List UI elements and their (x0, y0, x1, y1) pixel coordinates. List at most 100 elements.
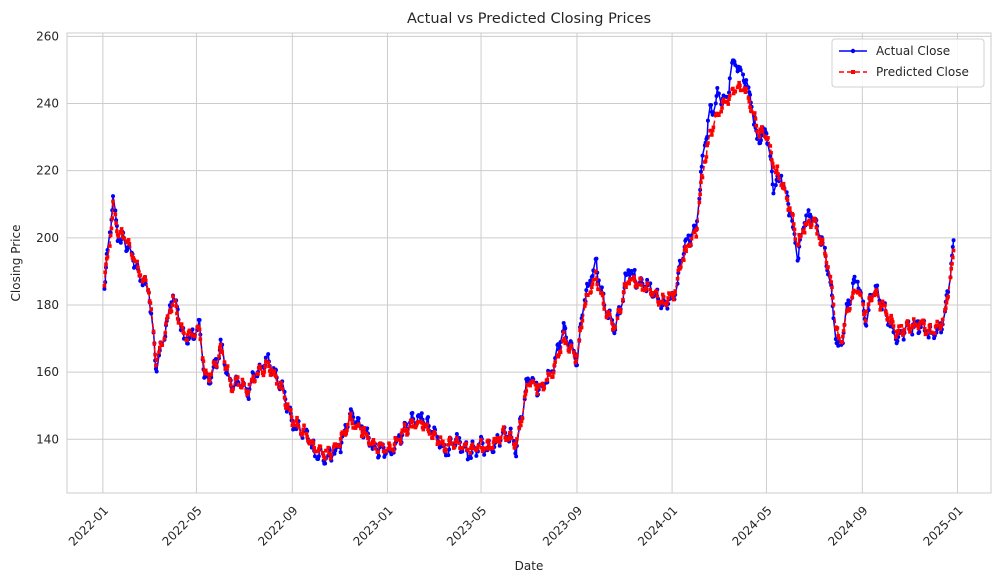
predicted-close-point (591, 277, 596, 282)
predicted-close-point (269, 367, 274, 371)
predicted-close-point (889, 313, 893, 318)
predicted-close-point (564, 340, 568, 345)
actual-close-point (659, 306, 664, 311)
predicted-close-point (787, 208, 791, 213)
predicted-close-point (788, 206, 792, 210)
predicted-close-point (798, 234, 803, 238)
predicted-close-point (902, 327, 907, 332)
predicted-close-point (490, 446, 495, 451)
predicted-close-point (164, 321, 168, 326)
predicted-close-point (897, 324, 901, 328)
predicted-close-point (171, 294, 175, 299)
predicted-close-point (583, 301, 588, 306)
actual-close-point (197, 317, 202, 322)
predicted-close-point (152, 342, 157, 346)
predicted-close-point (831, 302, 836, 307)
predicted-close-point (651, 290, 656, 295)
predicted-close-point (441, 439, 445, 444)
actual-close-point (771, 191, 776, 196)
actual-close-point (796, 256, 801, 261)
predicted-close-point (135, 259, 139, 264)
predicted-close-point (725, 99, 730, 104)
predicted-close-point (606, 309, 610, 314)
predicted-close-point (519, 423, 523, 428)
predicted-close-point (874, 288, 879, 292)
predicted-close-point (830, 296, 835, 300)
predicted-close-point (890, 317, 894, 322)
predicted-close-point (899, 324, 904, 328)
actual-close-point (741, 72, 746, 77)
predicted-close-point (891, 324, 896, 328)
predicted-close-point (425, 422, 430, 427)
predicted-close-point (503, 435, 508, 440)
actual-close-point (563, 326, 568, 331)
actual-close-point (727, 76, 732, 81)
predicted-close-point (768, 144, 773, 148)
grid (67, 33, 991, 493)
predicted-close-point (175, 311, 179, 316)
predicted-close-point (143, 275, 147, 279)
predicted-close-point (421, 427, 426, 432)
y-tick-label: 260 (36, 29, 59, 43)
predicted-close-point (344, 431, 348, 436)
predicted-close-point (293, 423, 298, 428)
predicted-close-point (157, 345, 162, 350)
predicted-close-point (610, 321, 614, 325)
predicted-close-point (365, 434, 370, 438)
predicted-close-point (476, 445, 480, 450)
predicted-close-point (348, 415, 352, 420)
predicted-close-point (596, 287, 601, 292)
predicted-close-point (550, 375, 555, 379)
predicted-close-point (823, 251, 827, 256)
predicted-close-point (102, 283, 107, 288)
predicted-close-point (465, 448, 470, 452)
predicted-close-point (519, 419, 524, 424)
predicted-close-point (589, 290, 593, 294)
predicted-close-point (747, 99, 752, 104)
predicted-close-point (607, 312, 612, 317)
predicted-close-point (217, 354, 221, 358)
actual-close-point (419, 411, 424, 416)
actual-close-point (365, 426, 370, 431)
predicted-close-point (632, 275, 636, 279)
predicted-close-point (547, 371, 552, 376)
predicted-close-point (946, 295, 950, 299)
predicted-close-point (492, 437, 497, 441)
predicted-close-point (895, 331, 900, 336)
predicted-close-point (133, 259, 137, 264)
predicted-close-point (737, 80, 741, 85)
plot-frame (66, 32, 992, 494)
predicted-close-point (443, 447, 447, 451)
actual-close-point (901, 337, 906, 342)
actual-close-point (864, 323, 869, 328)
predicted-close-point (345, 428, 349, 432)
predicted-close-point (922, 321, 926, 326)
predicted-close-point (912, 317, 916, 321)
actual-close-point (665, 306, 670, 311)
predicted-close-point (694, 235, 699, 239)
predicted-close-point (814, 225, 819, 230)
predicted-close-point (646, 282, 650, 286)
predicted-close-point (719, 109, 724, 114)
predicted-close-point (317, 447, 321, 451)
predicted-close-point (165, 317, 169, 321)
predicted-close-point (349, 417, 354, 422)
predicted-close-point (313, 449, 317, 454)
predicted-close-point (426, 427, 430, 432)
predicted-close-point (769, 151, 773, 155)
predicted-close-point (706, 141, 710, 145)
predicted-close-point (710, 133, 714, 137)
predicted-close-point (627, 281, 631, 286)
predicted-close-point (774, 168, 779, 173)
predicted-close-point (306, 439, 311, 444)
predicted-close-point (880, 299, 885, 304)
predicted-close-point (582, 304, 587, 308)
predicted-close-point (575, 353, 579, 358)
actual-close-point (284, 409, 289, 414)
predicted-close-point (263, 364, 267, 369)
predicted-close-point (533, 383, 538, 387)
predicted-close-point (228, 383, 233, 388)
predicted-close-point (574, 358, 578, 363)
predicted-close-point (869, 298, 874, 303)
predicted-close-point (667, 292, 672, 296)
